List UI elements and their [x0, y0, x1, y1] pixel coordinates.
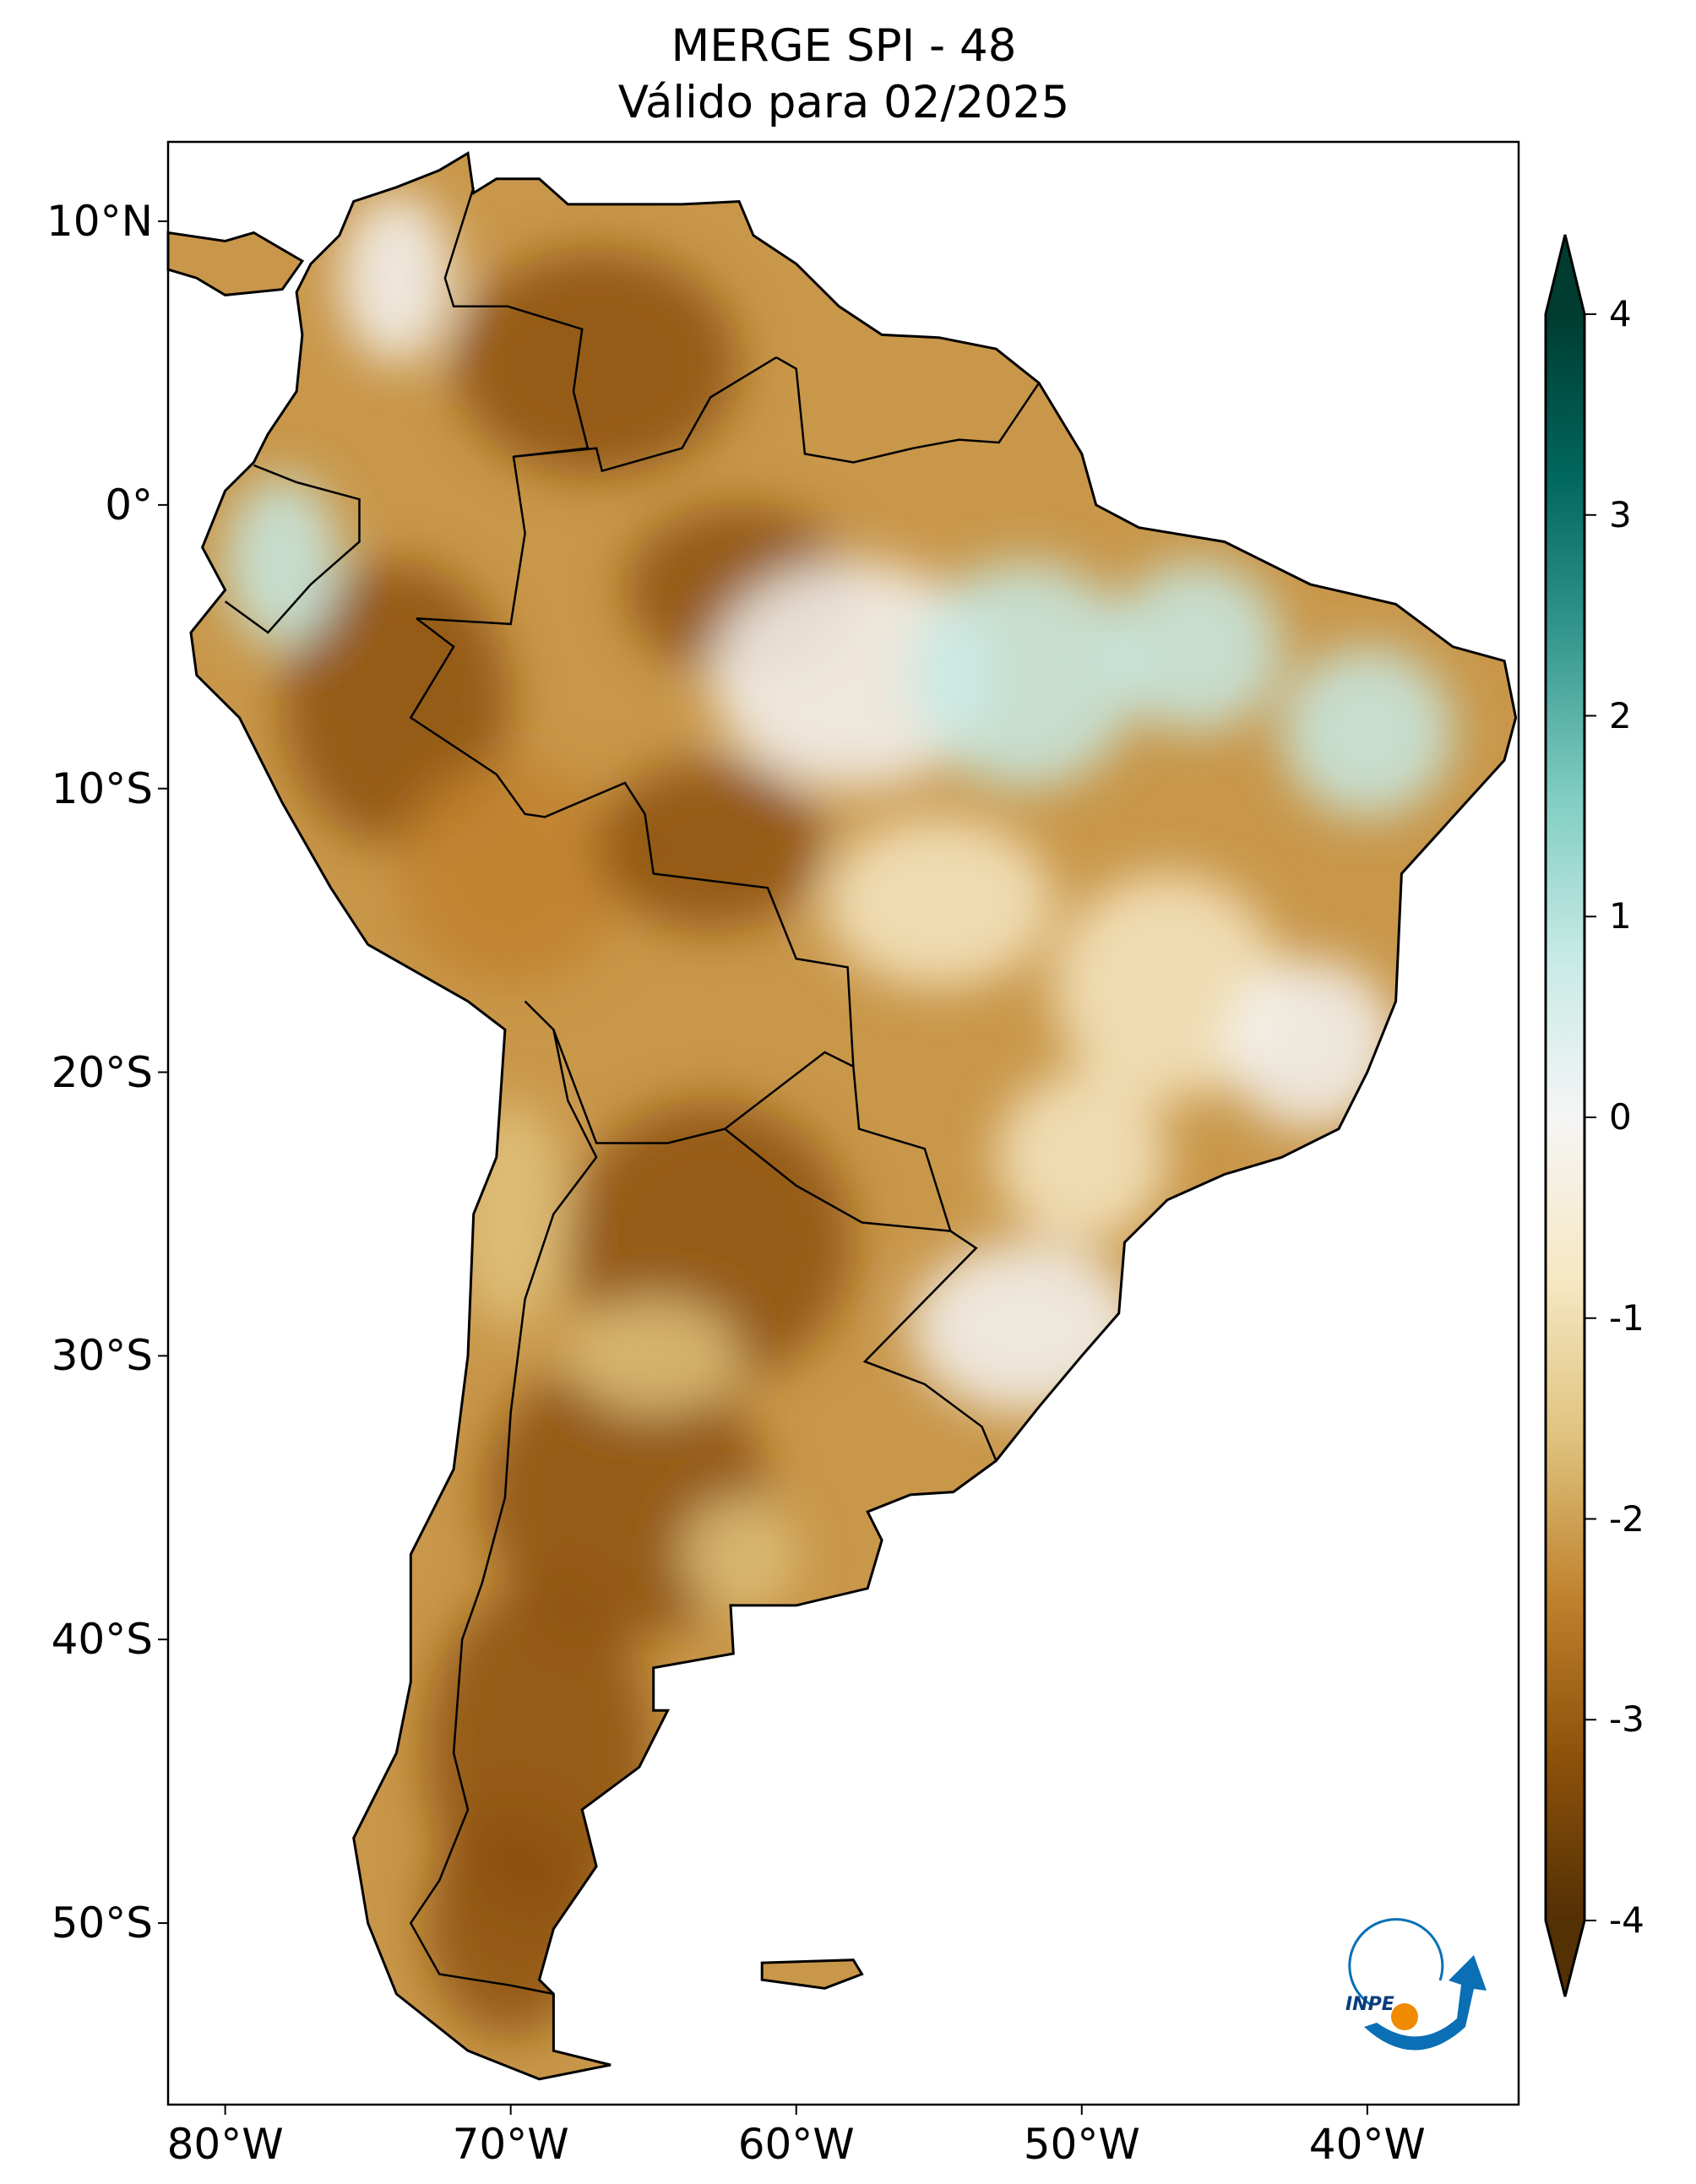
border-line — [852, 1066, 997, 1462]
spi-region — [1281, 646, 1454, 818]
spi-region — [1110, 561, 1282, 732]
spi-region — [910, 561, 1139, 789]
axis-ticks — [158, 220, 1368, 2115]
inpe-logo: INPE — [1345, 1918, 1487, 2051]
spi-region — [339, 193, 454, 364]
colorbar-tick-label: -1 — [1609, 1296, 1644, 1339]
colorbar-extend-max — [1546, 235, 1585, 314]
colorbar-extend-min — [1546, 1921, 1585, 1997]
spi-region — [682, 1497, 796, 1611]
spi-region — [710, 561, 997, 789]
lat-tick-label: 20°S — [51, 1047, 153, 1097]
map-frame — [166, 140, 1520, 2106]
lon-tick-label: 80°W — [166, 2120, 284, 2169]
lon-tick-label: 70°W — [452, 2120, 569, 2169]
lon-tick-label: 50°W — [1023, 2120, 1140, 2169]
lat-tick-label: 50°S — [51, 1899, 153, 1948]
spi-region — [454, 249, 740, 477]
map-title: MERGE SPI - 48 — [671, 20, 1017, 72]
colorbar-tick-label: -4 — [1609, 1899, 1644, 1941]
border-line — [416, 356, 777, 626]
spi-region — [1052, 873, 1282, 1101]
spi-region — [1224, 959, 1396, 1129]
colorbar — [1544, 234, 1596, 1997]
border-line — [224, 464, 361, 634]
lon-tick-label: 60°W — [737, 2120, 855, 2169]
lat-tick-label: 10°S — [51, 763, 153, 813]
spi-region — [282, 561, 511, 845]
spi-region — [568, 1299, 740, 1413]
coastlines-borders — [166, 150, 1518, 2081]
spi-region — [396, 760, 625, 987]
border-line — [443, 187, 590, 459]
spi-region — [225, 476, 340, 647]
svg-text:INPE: INPE — [1345, 1994, 1394, 2015]
colorbar-tick-label: -3 — [1609, 1698, 1644, 1741]
coastline — [166, 150, 1518, 2081]
colorbar-tick-label: 3 — [1609, 493, 1632, 535]
spi-region — [996, 1072, 1168, 1243]
lat-tick-label: 10°N — [46, 197, 153, 247]
border-line — [724, 1127, 951, 1232]
border-line — [409, 617, 855, 1144]
colorbar-gradient — [1546, 314, 1585, 1921]
lon-tick-label: 40°W — [1308, 2120, 1426, 2169]
spi-region — [824, 817, 1053, 987]
border-line — [775, 356, 1041, 464]
map-subtitle: Válido para 02/2025 — [617, 77, 1070, 128]
colorbar-tick-label: -2 — [1609, 1497, 1644, 1540]
colorbar-tick-label: 0 — [1609, 1096, 1632, 1138]
lat-tick-label: 30°S — [51, 1331, 153, 1381]
colorbar-tick-label: 1 — [1609, 895, 1632, 937]
lat-tick-label: 40°S — [51, 1615, 153, 1665]
lat-tick-label: 0° — [105, 480, 153, 530]
colorbar-tick-label: 4 — [1609, 293, 1632, 334]
colorbar-tick-label: 2 — [1609, 694, 1632, 736]
border-line — [409, 1029, 598, 1996]
spi-region — [596, 760, 825, 931]
